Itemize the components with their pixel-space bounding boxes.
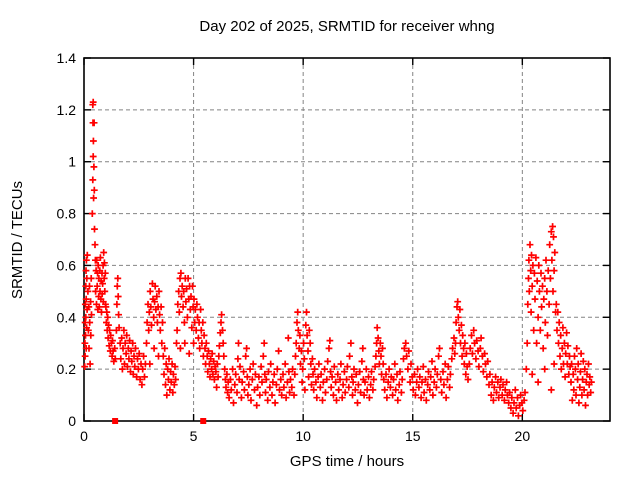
- x-tick-label: 10: [295, 428, 311, 444]
- tick-labels: 0 5 10 15 20 0 0.2 0.4 0.6 0.8 1 1.2 1.4: [57, 50, 531, 444]
- y-tick-label: 1.4: [57, 50, 77, 66]
- plot-border: [83, 57, 611, 422]
- x-tick-label: 5: [190, 428, 198, 444]
- scatter-points-srmtid: [81, 98, 595, 420]
- x-tick-label: 20: [515, 428, 531, 444]
- y-tick-label: 0.6: [57, 257, 77, 273]
- x-axis-label: GPS time / hours: [290, 453, 404, 470]
- data-series-srmtid: [81, 98, 595, 420]
- y-tick-label: 0.2: [57, 361, 77, 377]
- chart-title: Day 202 of 2025, SRMTID for receiver whn…: [199, 18, 494, 35]
- plot-frame-and-ticks: [83, 57, 611, 422]
- y-tick-label: 0.8: [57, 206, 77, 222]
- x-tick-label: 15: [405, 428, 421, 444]
- gridlines: [84, 58, 610, 421]
- y-tick-label: 1: [68, 154, 76, 170]
- x-tick-label: 0: [80, 428, 88, 444]
- event-square-marker: [200, 418, 207, 424]
- y-axis-label: SRMTID / TECUs: [9, 181, 26, 299]
- event-square-markers: [112, 418, 207, 424]
- event-square-marker: [112, 418, 119, 424]
- y-tick-label: 0.4: [57, 309, 77, 325]
- y-tick-label: 1.2: [57, 102, 77, 118]
- y-tick-label: 0: [68, 413, 76, 429]
